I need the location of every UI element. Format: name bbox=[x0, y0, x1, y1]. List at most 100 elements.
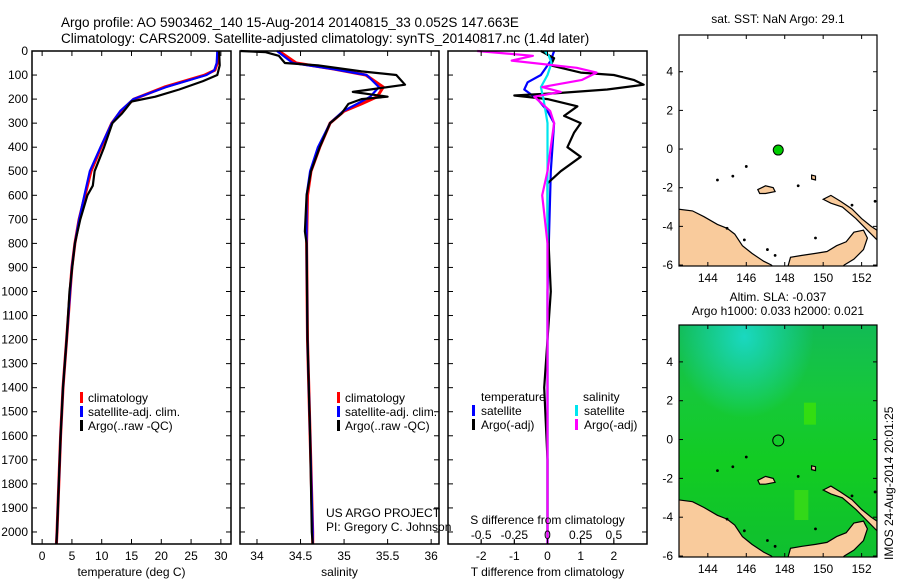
lon-tick-label: 152 bbox=[852, 562, 872, 576]
lon-tick-label: 144 bbox=[698, 562, 718, 576]
y-tick-label: 1700 bbox=[1, 453, 28, 467]
y-tick-label: 600 bbox=[8, 188, 28, 202]
x2-tick-label: -0.25 bbox=[501, 528, 529, 542]
legend-swatch bbox=[472, 405, 475, 416]
legend-header: salinity bbox=[583, 390, 620, 404]
islet bbox=[742, 529, 746, 533]
series-line-temperature-argo-adj- bbox=[513, 50, 645, 544]
sla-patch bbox=[803, 402, 816, 425]
legend-header: temperature bbox=[481, 390, 546, 404]
x2-tick-label: 0.25 bbox=[569, 528, 593, 542]
series-line-salinity-argo-adj- bbox=[477, 49, 598, 544]
y-tick-label: 0 bbox=[21, 44, 28, 58]
islet bbox=[731, 465, 735, 469]
lon-tick-label: 148 bbox=[775, 562, 795, 576]
x-tick-label: 34.5 bbox=[289, 549, 313, 563]
lon-tick-label: 150 bbox=[813, 562, 833, 576]
y-tick-label: 200 bbox=[8, 92, 28, 106]
islet bbox=[766, 248, 769, 251]
title-line-1: Argo profile: AO 5903462_140 15-Aug-2014… bbox=[61, 15, 519, 30]
y-tick-label: 1000 bbox=[1, 284, 28, 298]
x-axis-label: salinity bbox=[321, 565, 358, 579]
x-axis-label: temperature (deg C) bbox=[77, 565, 185, 579]
islet bbox=[796, 184, 800, 188]
lon-tick-label: 146 bbox=[736, 271, 756, 285]
x-tick-label: 36 bbox=[424, 549, 438, 563]
y-tick-label: 1800 bbox=[1, 477, 28, 491]
imos-timestamp: IMOS 24-Aug-2014 20:01:25 bbox=[882, 406, 896, 560]
y-tick-label: 1500 bbox=[1, 405, 28, 419]
x-tick-label: 5 bbox=[69, 549, 76, 563]
x-tick-label: 15 bbox=[125, 549, 139, 563]
y-tick-label: 1100 bbox=[2, 309, 28, 323]
x-tick-label: 10 bbox=[95, 549, 109, 563]
y-tick-label: 1200 bbox=[1, 333, 28, 347]
lat-tick-label: 4 bbox=[666, 65, 673, 79]
map-title: sat. SST: NaN Argo: 29.1 bbox=[711, 12, 845, 26]
legend-label: climatology bbox=[345, 391, 405, 405]
x-tick-label: 30 bbox=[214, 549, 228, 563]
legend-swatch bbox=[337, 392, 340, 403]
x-tick-label: -1 bbox=[509, 549, 520, 563]
legend-label: Argo(-adj) bbox=[481, 418, 534, 432]
lat-tick-label: -2 bbox=[662, 181, 673, 195]
lat-tick-label: 4 bbox=[666, 355, 673, 369]
lat-tick-label: 2 bbox=[666, 103, 673, 117]
lat-tick-label: -4 bbox=[662, 510, 673, 524]
credit-text: PI: Gregory C. Johnson bbox=[326, 520, 451, 534]
y-tick-label: 700 bbox=[8, 212, 28, 226]
land-coastline bbox=[787, 229, 869, 266]
legend-label: Argo(..raw -QC) bbox=[88, 419, 173, 433]
series-line-satellite-adj-clim- bbox=[276, 50, 380, 544]
islet bbox=[796, 475, 800, 478]
islet bbox=[716, 469, 719, 473]
islet bbox=[773, 544, 777, 548]
islet bbox=[716, 178, 719, 182]
sla-patch bbox=[794, 490, 809, 521]
map-content bbox=[679, 165, 877, 266]
land-coastline bbox=[757, 475, 776, 485]
title-line-2: Climatology: CARS2009. Satellite-adjuste… bbox=[61, 31, 589, 46]
y-tick-label: 1600 bbox=[1, 429, 28, 443]
x2-axis-label: S difference from climatology bbox=[470, 513, 625, 527]
x-tick-label: 35 bbox=[337, 549, 351, 563]
argo-location-marker bbox=[772, 434, 785, 447]
islet bbox=[725, 226, 729, 230]
y-tick-label: 100 bbox=[8, 68, 28, 82]
islet bbox=[814, 236, 817, 240]
y-tick-label: 800 bbox=[8, 236, 28, 250]
y-tick-label: 1900 bbox=[1, 501, 28, 515]
legend-label: Argo(..raw -QC) bbox=[345, 419, 430, 433]
x-tick-label: 20 bbox=[155, 549, 169, 563]
islet bbox=[773, 253, 777, 257]
x-tick-label: 1 bbox=[577, 549, 584, 563]
plot-frame bbox=[31, 50, 232, 545]
legend-swatch bbox=[80, 420, 83, 431]
legend-label: satellite-adj. clim. bbox=[88, 405, 180, 419]
legend-label: climatology bbox=[88, 391, 148, 405]
lon-tick-label: 152 bbox=[852, 271, 872, 285]
legend-label: satellite-adj. clim. bbox=[345, 405, 437, 419]
y-tick-label: 300 bbox=[8, 116, 28, 130]
x-tick-label: 35.5 bbox=[376, 549, 400, 563]
y-tick-label: 1400 bbox=[1, 381, 28, 395]
x-tick-label: -2 bbox=[476, 549, 487, 563]
islet bbox=[731, 174, 735, 178]
y-tick-label: 400 bbox=[8, 140, 28, 154]
land-coastline bbox=[679, 208, 774, 266]
lat-tick-label: -4 bbox=[662, 219, 673, 233]
panel-salinity: 34 34.5 35 35.5 36 salinity climatologysatelli… bbox=[239, 49, 451, 579]
map-sla: 144 146 148 150 152 4 2 0 -2 -4 -6 Altim. SLA: -0.0… bbox=[662, 290, 878, 576]
land-coastline bbox=[679, 499, 774, 557]
y-tick-label: 500 bbox=[8, 164, 28, 178]
islet bbox=[873, 490, 877, 494]
map-title-height: Argo h1000: 0.033 h2000: 0.021 bbox=[692, 304, 864, 318]
legend-swatch bbox=[337, 406, 340, 417]
x2-tick-label: 0.5 bbox=[605, 528, 622, 542]
islet bbox=[744, 165, 748, 168]
x-tick-label: 0 bbox=[39, 549, 46, 563]
islet bbox=[744, 455, 748, 459]
